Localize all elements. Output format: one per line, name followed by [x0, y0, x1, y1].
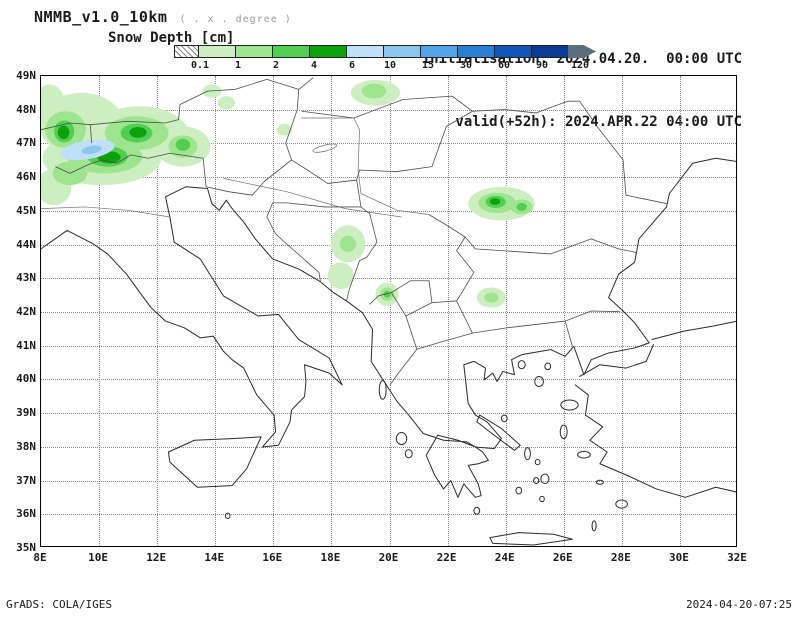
lat-label: 45N — [16, 203, 36, 217]
lat-label: 49N — [16, 69, 36, 82]
lon-label: 8E — [33, 551, 47, 564]
rivers — [41, 118, 429, 217]
lat-label: 36N — [16, 507, 36, 521]
lat-label: 37N — [16, 473, 36, 487]
lon-label: 22E — [436, 551, 457, 564]
legend-tick-label: 120 — [570, 60, 590, 71]
lat-label: 35N — [16, 541, 36, 554]
lat-label: 40N — [16, 372, 36, 386]
legend-cell — [568, 45, 596, 58]
valid-time: valid(+52h): 2024.APR.22 04:00 UTC — [455, 114, 742, 130]
grid-line-vertical — [389, 76, 391, 546]
map-canvas — [41, 76, 736, 546]
legend-ticks: 0.1 1 2 4 6 10 15 30 60 90 120 — [175, 58, 596, 71]
legend-cell — [494, 45, 532, 58]
lon-label: 14E — [204, 551, 225, 564]
grid-line-vertical — [273, 76, 275, 546]
grid-line-horizontal — [41, 446, 736, 448]
header-left: NMMB_v1.0_10km ( . x . degree ) Snow Dept… — [34, 7, 292, 46]
grid-line-vertical — [679, 76, 681, 546]
legend-cell — [457, 45, 495, 58]
lon-label: 26E — [552, 551, 573, 564]
grid-line-horizontal — [41, 345, 736, 347]
legend-tick-label: 15 — [421, 60, 435, 71]
lon-label: 16E — [262, 551, 283, 564]
variable-title: Snow Depth [cm] — [108, 30, 235, 46]
legend-tick-label: 30 — [459, 60, 473, 71]
grid-line-horizontal — [41, 244, 736, 246]
legend-cell — [346, 45, 384, 58]
grid-line-vertical — [215, 76, 217, 546]
grid-line-horizontal — [41, 109, 736, 111]
legend-tick-label: 90 — [535, 60, 549, 71]
grid-line-horizontal — [41, 278, 736, 280]
legend-tick-label: 2 — [272, 60, 280, 71]
country-borders — [41, 78, 667, 385]
creation-timestamp: 2024-04-20-07:25 — [686, 598, 792, 611]
lat-label: 38N — [16, 439, 36, 453]
lat-label: 42N — [16, 305, 36, 318]
lon-label: 28E — [610, 551, 631, 564]
grid-line-horizontal — [41, 379, 736, 381]
legend: 0.1 1 2 4 6 10 15 30 60 90 120 — [174, 45, 596, 71]
grid-line-vertical — [505, 76, 507, 546]
legend-tick-label: 6 — [348, 60, 356, 71]
grid-line-vertical — [99, 76, 101, 546]
grid-line-horizontal — [41, 480, 736, 482]
legend-cell — [272, 45, 310, 58]
grid-line-vertical — [447, 76, 449, 546]
legend-cell — [309, 45, 347, 58]
legend-cell — [235, 45, 273, 58]
lat-label: 44N — [16, 237, 36, 251]
model-name: NMMB_v1.0_10km — [34, 8, 168, 26]
grid-line-horizontal — [41, 413, 736, 415]
lat-label: 43N — [16, 271, 36, 285]
grid-line-vertical — [331, 76, 333, 546]
lon-label: 30E — [668, 551, 689, 564]
lat-label: 48N — [16, 102, 36, 116]
legend-cell — [420, 45, 458, 58]
lake-balaton — [312, 142, 337, 154]
grid-line-horizontal — [41, 312, 736, 313]
lon-label: 24E — [494, 551, 515, 564]
grid-line-vertical — [563, 76, 565, 546]
legend-tick-label: 4 — [310, 60, 318, 71]
lat-label: 41N — [16, 338, 36, 352]
lon-label: 18E — [320, 551, 341, 564]
legend-cell — [174, 45, 199, 58]
grid-line-vertical — [157, 76, 159, 546]
legend-cell — [383, 45, 421, 58]
legend-tick-label: 0.1 — [190, 60, 210, 71]
grid-line-horizontal — [41, 143, 736, 145]
legend-cell — [198, 45, 236, 58]
grads-attribution: GrADS: COLA/IGES — [6, 598, 112, 611]
lon-label: 20E — [378, 551, 399, 564]
snow-depth-shading — [41, 80, 535, 308]
lat-label: 47N — [16, 136, 36, 150]
grid-line-horizontal — [41, 514, 736, 516]
lon-label: 10E — [88, 551, 109, 564]
legend-tick-label: 60 — [497, 60, 511, 71]
lon-label: 12E — [146, 551, 167, 564]
grid-resolution-note: ( . x . degree ) — [179, 14, 292, 25]
lon-label: 32E — [727, 551, 747, 564]
legend-tick-label: 1 — [234, 60, 242, 71]
lat-label: 39N — [16, 406, 36, 420]
grid-line-horizontal — [41, 210, 736, 212]
map-frame — [40, 75, 737, 547]
grid-line-horizontal — [41, 177, 736, 179]
legend-bar — [174, 45, 596, 58]
legend-tick-label: 10 — [383, 60, 397, 71]
coastlines — [41, 158, 736, 545]
legend-cell — [531, 45, 569, 58]
lat-label: 46N — [16, 170, 36, 184]
